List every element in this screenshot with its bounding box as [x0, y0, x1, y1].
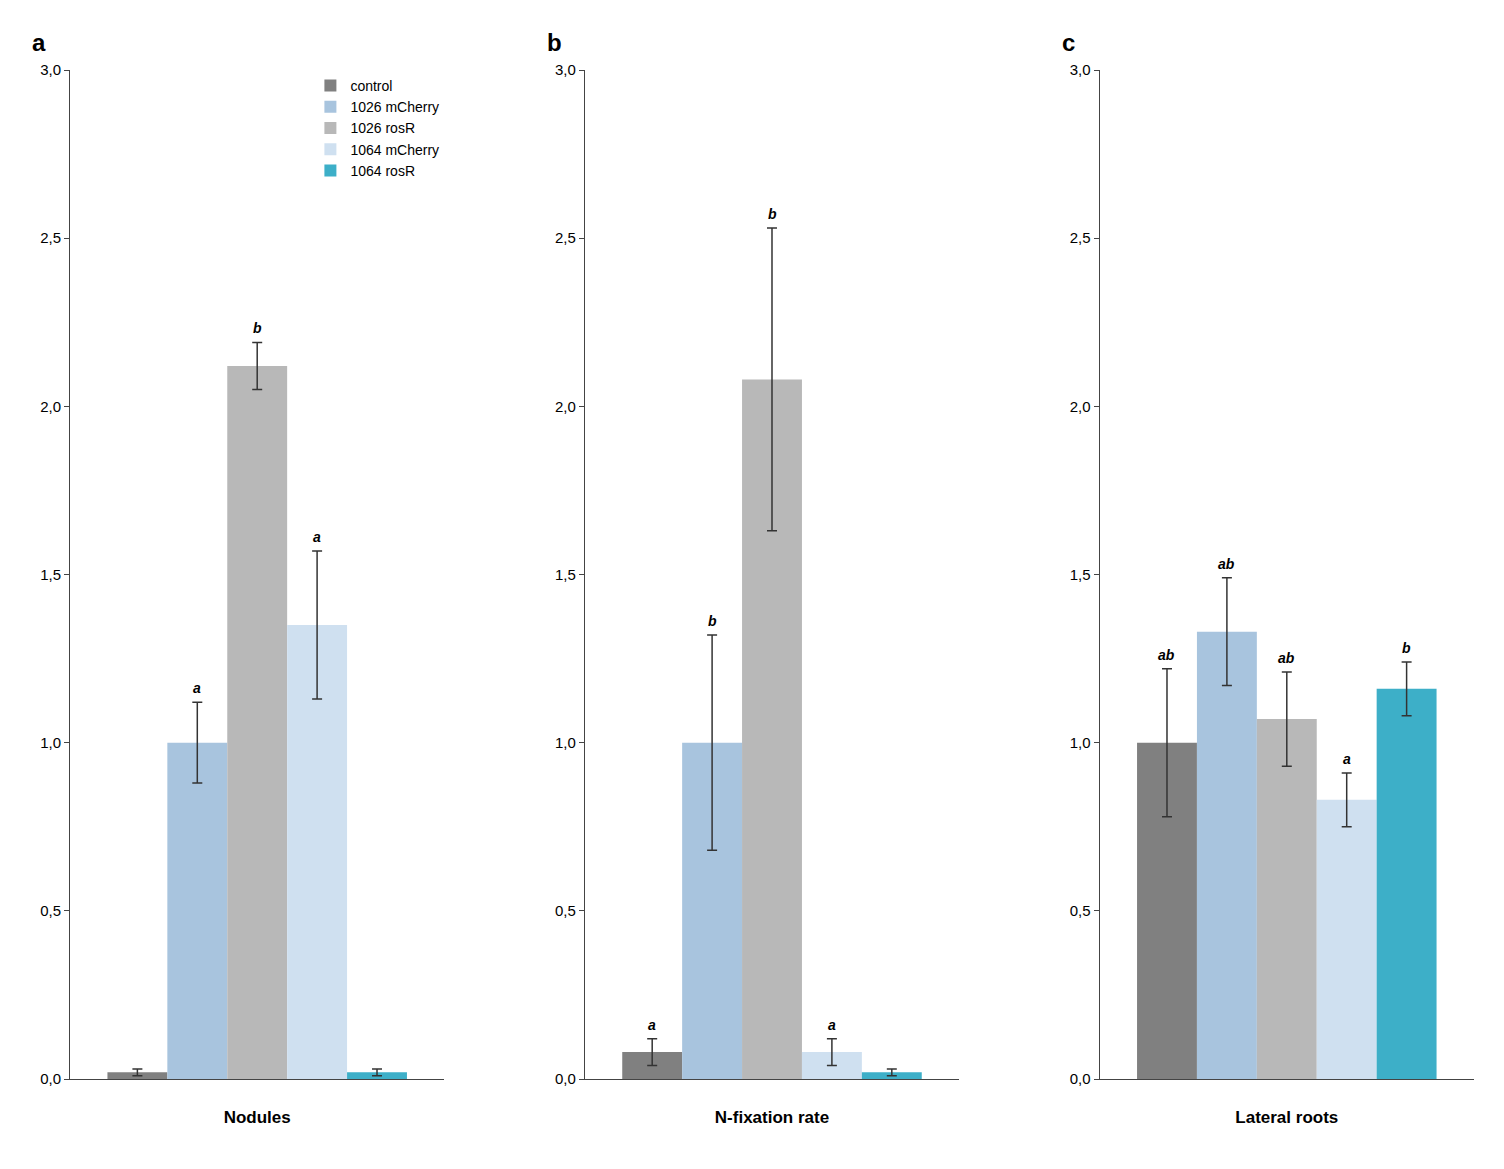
- svg-text:0,5: 0,5: [40, 902, 61, 919]
- svg-text:b: b: [547, 29, 562, 56]
- svg-text:1,0: 1,0: [1070, 734, 1091, 751]
- svg-text:control: control: [350, 78, 392, 94]
- svg-text:0,0: 0,0: [1070, 1070, 1091, 1087]
- svg-text:a: a: [193, 680, 201, 696]
- svg-text:3,0: 3,0: [555, 61, 576, 78]
- svg-text:1064 mCherry: 1064 mCherry: [350, 142, 439, 158]
- svg-text:b: b: [708, 613, 717, 629]
- svg-text:2,0: 2,0: [40, 398, 61, 415]
- svg-text:a: a: [1343, 751, 1351, 767]
- svg-text:1026 rosR: 1026 rosR: [350, 120, 415, 136]
- svg-text:1,5: 1,5: [1070, 566, 1091, 583]
- svg-text:2,0: 2,0: [1070, 398, 1091, 415]
- svg-text:N-fixation rate: N-fixation rate: [715, 1108, 829, 1127]
- svg-text:1,0: 1,0: [40, 734, 61, 751]
- svg-text:2,5: 2,5: [555, 229, 576, 246]
- svg-text:2,5: 2,5: [1070, 229, 1091, 246]
- svg-text:ab: ab: [1218, 556, 1235, 572]
- svg-text:0,5: 0,5: [555, 902, 576, 919]
- svg-text:b: b: [768, 206, 777, 222]
- svg-text:1,5: 1,5: [555, 566, 576, 583]
- svg-text:a: a: [828, 1017, 836, 1033]
- svg-text:3,0: 3,0: [1070, 61, 1091, 78]
- svg-text:2,5: 2,5: [40, 229, 61, 246]
- svg-text:3,0: 3,0: [40, 61, 61, 78]
- svg-text:a: a: [648, 1017, 656, 1033]
- svg-text:Lateral roots: Lateral roots: [1235, 1108, 1338, 1127]
- svg-text:a: a: [32, 29, 46, 56]
- svg-text:1026 mCherry: 1026 mCherry: [350, 99, 439, 115]
- svg-text:0,0: 0,0: [555, 1070, 576, 1087]
- svg-text:ab: ab: [1278, 650, 1295, 666]
- svg-text:0,5: 0,5: [1070, 902, 1091, 919]
- svg-text:ab: ab: [1158, 647, 1175, 663]
- svg-text:0,0: 0,0: [40, 1070, 61, 1087]
- svg-text:2,0: 2,0: [555, 398, 576, 415]
- svg-text:1,0: 1,0: [555, 734, 576, 751]
- svg-text:Nodules: Nodules: [224, 1108, 291, 1127]
- svg-text:b: b: [1402, 640, 1411, 656]
- svg-text:1064 rosR: 1064 rosR: [350, 163, 415, 179]
- svg-text:b: b: [253, 320, 262, 336]
- svg-text:c: c: [1062, 29, 1075, 56]
- svg-text:a: a: [313, 529, 321, 545]
- svg-text:1,5: 1,5: [40, 566, 61, 583]
